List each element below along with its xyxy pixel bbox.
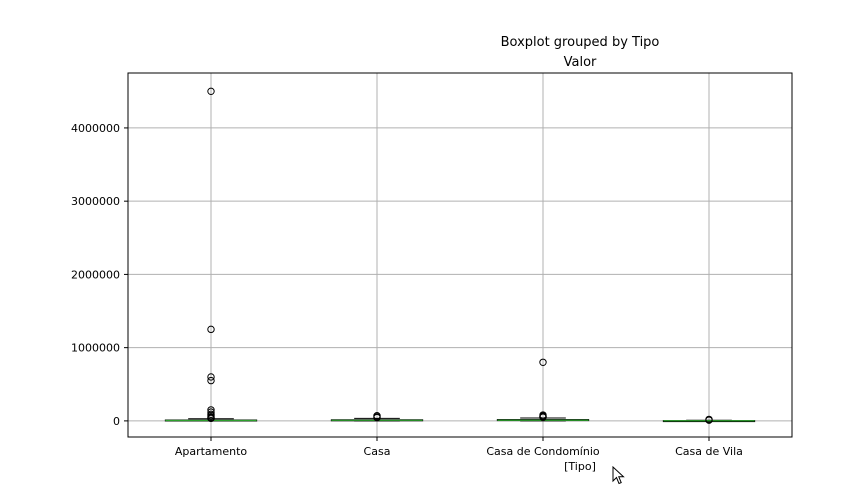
outlier-point (207, 373, 215, 381)
x-tick-label: Casa (364, 445, 391, 458)
outlier-point (207, 325, 215, 334)
box-series (164, 87, 756, 424)
box-3 (662, 415, 756, 424)
x-axis-ticks: Apartamento Casa Casa de Condomínio Casa de… (175, 437, 743, 458)
chart-title: Valor (564, 55, 597, 70)
axes-frame (127, 72, 793, 438)
outlier-point (207, 414, 215, 423)
x-tick-label: Apartamento (175, 445, 248, 458)
x-axis-label: [Tipo] (564, 460, 596, 473)
grid-lines (128, 73, 792, 437)
mouse-pointer-icon (612, 466, 625, 485)
outlier-point (373, 413, 381, 422)
x-tick-label: Casa de Condomínio (486, 445, 600, 458)
y-tick-label: 1000000 (71, 342, 120, 355)
plot-frame (127, 72, 793, 438)
x-tick-label: Casa de Vila (675, 445, 743, 458)
box-1 (330, 412, 424, 422)
outlier-point (207, 87, 215, 96)
box-2 (496, 358, 590, 422)
y-tick-label: 4000000 (71, 122, 120, 135)
y-tick-label: 0 (113, 415, 120, 428)
y-tick-label: 2000000 (71, 268, 120, 281)
y-axis-ticks: 0 1000000 2000000 3000000 4000000 (71, 122, 128, 428)
outlier-point (207, 406, 215, 414)
chart-suptitle: Boxplot grouped by Tipo (501, 35, 660, 50)
box-0 (164, 87, 258, 423)
outlier-point (539, 358, 547, 366)
outlier-point (705, 416, 713, 424)
y-tick-label: 3000000 (71, 195, 120, 208)
outlier-point (207, 376, 215, 385)
outlier-point (539, 413, 547, 421)
